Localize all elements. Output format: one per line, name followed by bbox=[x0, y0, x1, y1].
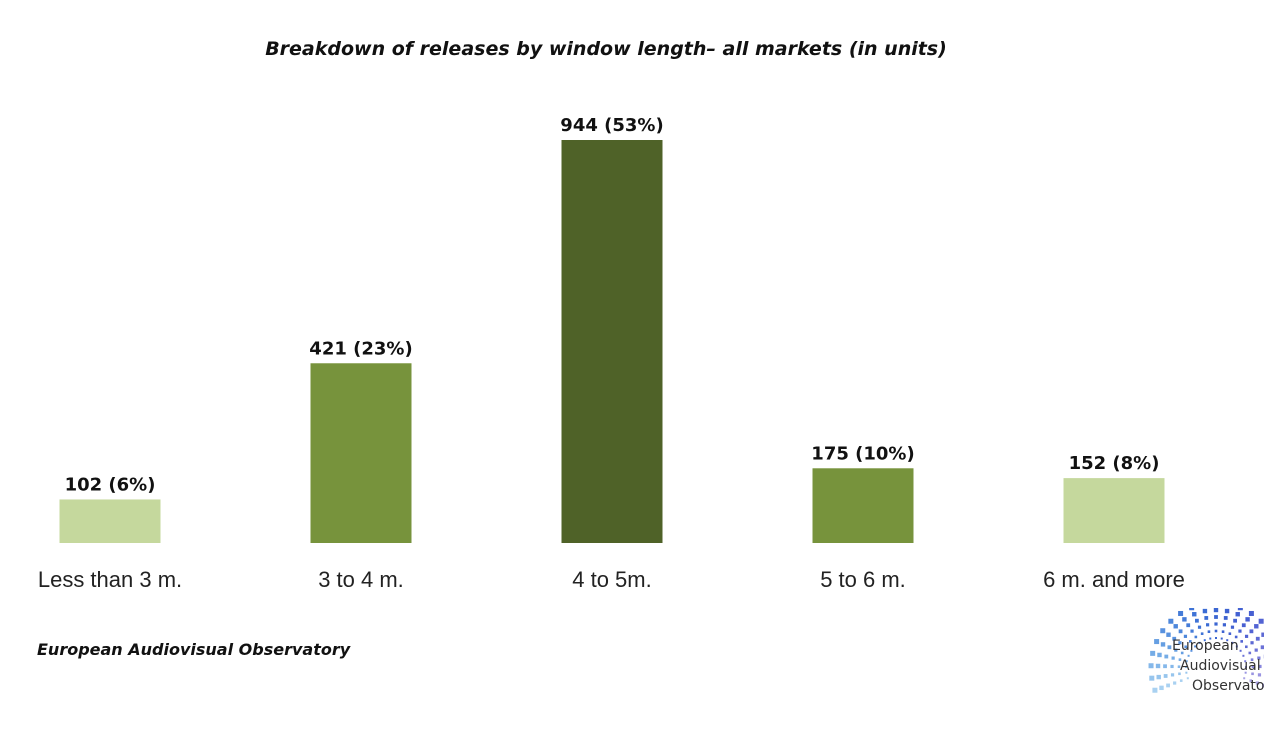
bar bbox=[812, 468, 914, 543]
chart-title: Breakdown of releases by window length– … bbox=[265, 38, 947, 60]
category-label: 5 to 6 m. bbox=[820, 567, 906, 592]
category-label: 3 to 4 m. bbox=[318, 567, 404, 592]
logo-text: European Audiovisual Observator bbox=[1172, 636, 1264, 696]
data-label: 102 (6%) bbox=[65, 474, 156, 495]
logo-line: Audiovisual bbox=[1180, 658, 1261, 674]
bar bbox=[561, 140, 663, 543]
bar bbox=[59, 499, 161, 543]
data-label: 421 (23%) bbox=[309, 338, 412, 359]
logo-line: European bbox=[1172, 638, 1239, 654]
category-label: Less than 3 m. bbox=[38, 567, 182, 592]
observatory-logo-icon bbox=[1148, 608, 1264, 693]
bar bbox=[1063, 478, 1165, 543]
category-label: 4 to 5m. bbox=[572, 567, 651, 592]
source-label: European Audiovisual Observatory bbox=[37, 640, 351, 659]
logo-line: Observator bbox=[1192, 678, 1264, 694]
data-label: 944 (53%) bbox=[560, 115, 663, 136]
bar bbox=[310, 363, 412, 543]
data-label: 152 (8%) bbox=[1069, 453, 1160, 474]
category-label: 6 m. and more bbox=[1043, 567, 1185, 592]
data-label: 175 (10%) bbox=[811, 443, 914, 464]
